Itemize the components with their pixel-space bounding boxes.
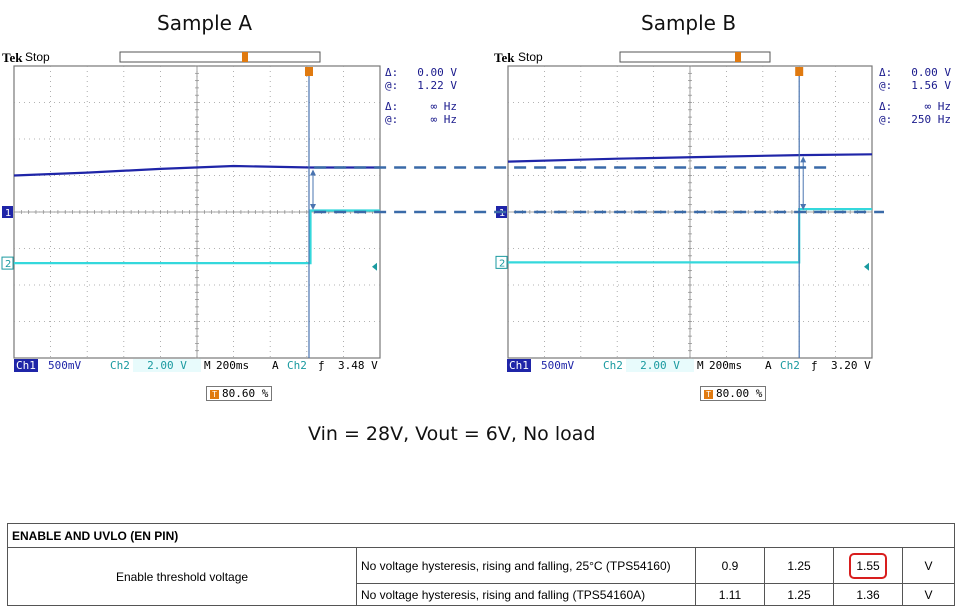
at-label: @: — [385, 113, 399, 126]
trigger-source: Ch2 — [287, 359, 307, 372]
scope-b-trigger-position: T 80.00 % — [700, 386, 767, 401]
ch2-label: Ch2 — [603, 359, 623, 372]
scope-a-trigger-position: T 80.60 % — [206, 386, 273, 401]
highlighted-max-value: 1.55 — [849, 552, 887, 579]
waveform-ch2 — [14, 209, 380, 265]
scope-b-brand: Tek — [494, 50, 515, 65]
spec-table-header: ENABLE AND UVLO (EN PIN) — [7, 523, 955, 548]
at-volts: 1.56 V — [911, 79, 951, 92]
record-length-bar — [619, 51, 771, 63]
trigger-position-value: 80.60 % — [222, 387, 269, 400]
arrow-head-down — [800, 204, 807, 210]
unit-cell: V — [902, 547, 955, 584]
trigger-marker-icon: T — [704, 390, 713, 399]
delta-label: Δ: — [879, 100, 893, 113]
arrow-head-up — [800, 156, 807, 163]
delta-volts: 0.00 V — [417, 66, 457, 79]
test-conditions-caption: Vin = 28V, Vout = 6V, No load — [308, 423, 596, 445]
delta-freq: ∞ Hz — [430, 100, 458, 113]
at-freq: ∞ Hz — [430, 113, 458, 126]
min-cell: 0.9 — [695, 547, 765, 584]
acq-label: A — [765, 359, 772, 372]
ch2-ground-label: 2 — [499, 258, 505, 269]
scope-a-cursor-readout: Δ: 0.00 V @: 1.22 V Δ: ∞ Hz @: ∞ Hz — [385, 66, 457, 126]
scope-a-graticule: 12 — [1, 51, 381, 359]
ch2-label: Ch2 — [110, 359, 130, 372]
min-cell: 1.11 — [695, 583, 765, 606]
scope-b-graticule: 12 — [495, 51, 873, 359]
delta-volts: 0.00 V — [911, 66, 951, 79]
trigger-source: Ch2 — [780, 359, 800, 372]
scope-a-status: Stop — [25, 50, 50, 64]
trigger-position-icon — [304, 67, 313, 76]
acq-label: A — [272, 359, 279, 372]
time-label: M — [697, 359, 704, 372]
trigger-level-marker — [864, 262, 869, 271]
max-cell: 1.55 — [833, 547, 903, 584]
ch1-scale: 500mV — [541, 359, 575, 372]
arrow-head-down — [309, 204, 316, 210]
at-volts: 1.22 V — [417, 79, 457, 92]
parameter-name: Enable threshold voltage — [7, 547, 357, 606]
time-scale: 200ms — [709, 359, 743, 372]
unit-cell: V — [902, 583, 955, 606]
trigger-level: 3.20 V — [831, 359, 871, 372]
trigger-level-marker — [372, 262, 377, 271]
ch1-label: Ch1 — [14, 359, 38, 372]
spec-table: ENABLE AND UVLO (EN PIN) Enable threshol… — [7, 523, 955, 606]
scope-b-status: Stop — [518, 50, 543, 64]
trigger-level: 3.48 V — [338, 359, 378, 372]
sample-b-title: Sample B — [641, 11, 737, 35]
at-freq: 250 Hz — [911, 113, 951, 126]
trigger-edge-icon: ƒ — [318, 359, 325, 372]
time-scale: 200ms — [216, 359, 250, 372]
sample-a-title: Sample A — [157, 11, 253, 35]
ch1-scale: 500mV — [48, 359, 82, 372]
scope-a-brand: Tek — [2, 50, 23, 65]
ch1-ground-label: 1 — [499, 208, 505, 219]
waveform-ch1 — [507, 153, 873, 163]
record-trigger-marker — [242, 52, 248, 62]
at-label: @: — [879, 79, 893, 92]
ch1-label: Ch1 — [507, 359, 531, 372]
ch1-ground-label: 1 — [5, 208, 11, 219]
trigger-marker-icon: T — [210, 390, 219, 399]
ch1-ground-marker — [2, 206, 13, 218]
record-length-bar — [119, 51, 321, 63]
scope-b-cursor-readout: Δ: 0.00 V @: 1.56 V Δ: ∞ Hz @: 250 Hz — [879, 66, 951, 126]
typ-cell: 1.25 — [764, 583, 834, 606]
condition-cell: No voltage hysteresis, rising and fallin… — [356, 583, 696, 606]
ch2-scale: 2.00 V — [133, 359, 201, 372]
delta-freq: ∞ Hz — [924, 100, 952, 113]
delta-label: Δ: — [385, 100, 399, 113]
condition-cell: No voltage hysteresis, rising and fallin… — [356, 547, 696, 584]
trigger-position-icon — [795, 67, 804, 76]
ch2-ground-marker — [495, 255, 508, 269]
trigger-edge-icon: ƒ — [811, 359, 818, 372]
max-cell: 1.36 — [833, 583, 903, 606]
ch2-ground-marker — [1, 256, 14, 270]
ch2-scale: 2.00 V — [626, 359, 694, 372]
at-label: @: — [879, 113, 893, 126]
ch2-ground-label: 2 — [5, 259, 11, 270]
at-label: @: — [385, 79, 399, 92]
trigger-position-value: 80.00 % — [716, 387, 763, 400]
record-trigger-marker — [735, 52, 741, 62]
scope-b-status-bar: Ch1 500mV Ch2 2.00 V M 200ms A Ch2 ƒ 3.2… — [507, 359, 875, 373]
arrow-head-up — [309, 169, 316, 176]
delta-label: Δ: — [879, 66, 893, 79]
time-label: M — [204, 359, 211, 372]
typ-cell: 1.25 — [764, 547, 834, 584]
delta-label: Δ: — [385, 66, 399, 79]
scope-a-status-bar: Ch1 500mV Ch2 2.00 V M 200ms A Ch2 ƒ 3.4… — [14, 359, 382, 373]
